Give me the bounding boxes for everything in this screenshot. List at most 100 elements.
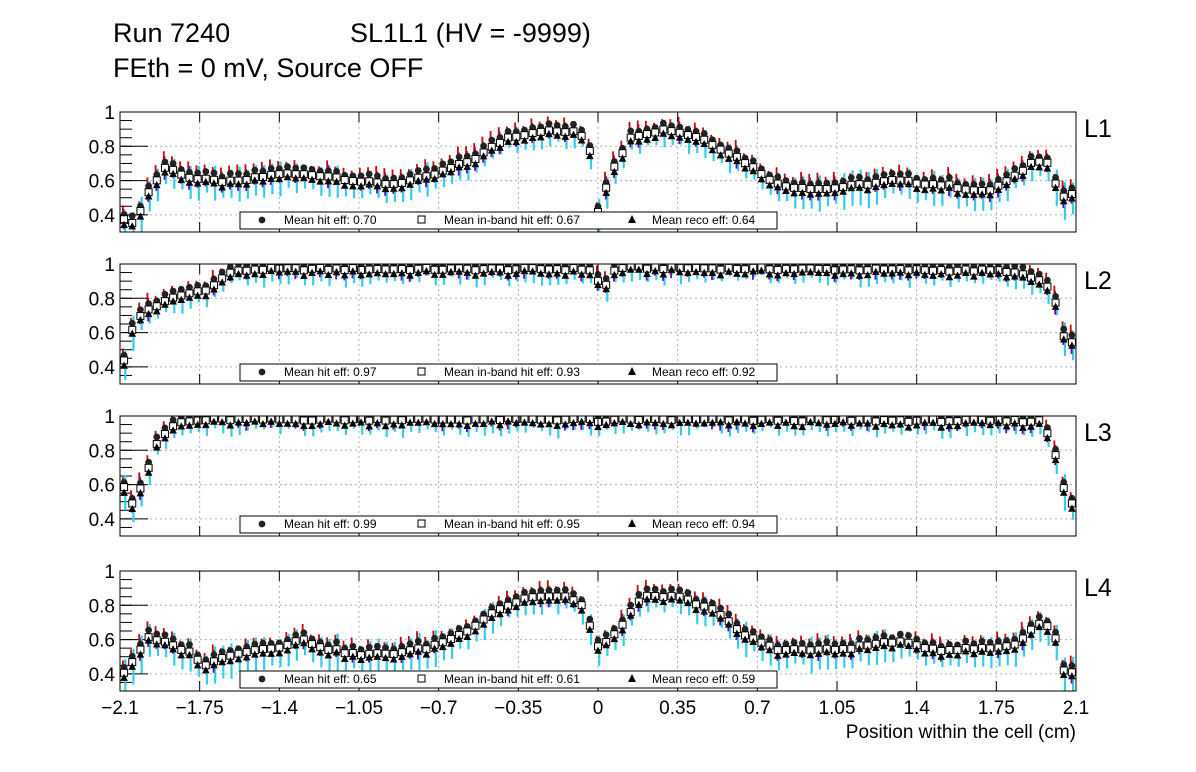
hit-point [896,630,904,638]
reco-point [765,270,774,278]
reco-point [1027,630,1035,638]
reco-point [594,422,602,431]
reco-point [953,271,962,279]
y-tick-label: 1 [104,407,115,428]
y-tick-label: 0.4 [89,665,116,686]
hit-point [1052,628,1059,636]
reco-point [970,418,978,426]
hit-point [790,639,798,646]
hit-point [300,629,308,637]
hit-point [145,626,152,634]
reco-point [953,421,962,430]
reco-point [520,598,529,606]
reco-point [684,598,692,607]
reco-point [283,267,292,275]
reco-point [643,269,651,278]
reco-point [504,606,512,614]
reco-point [757,419,766,428]
hit-point [186,641,193,649]
hit-point [145,182,152,190]
hit-point [570,120,577,128]
panels-group: 0.4 0.6 0.8 1 L1 Mean hit eff: 0.70 Mean in-ba… [89,103,1112,719]
reco-point [234,655,243,663]
hit-point [218,648,226,656]
reco-point [414,268,423,276]
reco-point [700,268,709,276]
reco-point [822,647,831,656]
reco-point [561,132,570,140]
reco-point [994,185,1003,193]
reco-point [447,420,455,428]
reco-point [398,652,406,661]
reco-point [291,641,300,649]
panel-label: L1 [1084,115,1112,143]
hit-point [382,644,389,652]
reco-point [136,489,145,497]
reco-point [1002,646,1011,655]
x-tick-label: 1.75 [978,698,1015,719]
reco-point [471,419,480,427]
legend-hit-marker [258,675,266,683]
reco-point [496,268,504,276]
reco-point [316,420,324,428]
hit-point [153,630,161,638]
reco-point [782,269,790,277]
reco-point [267,174,275,182]
reco-point [708,268,717,276]
reco-point [218,183,226,191]
hit-point [169,287,177,295]
reco-point [561,420,570,428]
hit-point [357,172,365,180]
hit-point [659,119,667,127]
reco-point [986,270,995,278]
reco-point [1043,286,1052,294]
reco-point [1043,433,1052,442]
reco-point [349,182,357,190]
y-tick-label: 0.8 [89,137,115,158]
reco-point [700,607,709,615]
reco-point [896,268,905,276]
hit-point [128,652,136,660]
reco-point [773,651,782,659]
reco-point [365,180,374,188]
reco-point [1002,180,1011,189]
legend-hit-text: Mean hit eff: 0.99 [284,517,377,531]
reco-point [733,629,741,637]
hit-point [161,631,169,639]
reco-point [169,297,177,305]
reco-point [471,160,480,168]
reco-point [234,269,243,278]
hit-point [488,136,496,144]
reco-point [226,179,235,187]
reco-point [291,267,300,275]
hit-point [349,642,357,650]
data-points-l3 [120,416,1076,523]
reco-point [406,271,414,279]
hit-point [235,170,242,178]
hit-point [161,290,169,298]
reco-point [970,649,978,658]
hit-point [880,632,888,640]
reco-point [422,267,431,275]
reco-point [185,178,194,186]
panel-label: L2 [1084,267,1112,295]
reco-point [659,597,668,606]
hit-point [823,638,831,646]
reco-point [937,652,945,660]
reco-point [389,655,398,663]
reco-point [610,270,619,279]
hit-point [308,165,316,173]
reco-point [1010,272,1019,280]
reco-point [430,174,439,183]
reco-point [316,648,324,656]
reco-point [1035,622,1044,631]
reco-point [692,605,700,614]
hit-point [1027,268,1035,275]
reco-point [986,420,995,429]
hit-point [267,165,275,172]
reco-point [512,269,521,277]
legend-box [239,515,778,534]
reco-point [773,271,782,279]
reco-point [463,632,472,640]
reco-point [937,186,945,194]
